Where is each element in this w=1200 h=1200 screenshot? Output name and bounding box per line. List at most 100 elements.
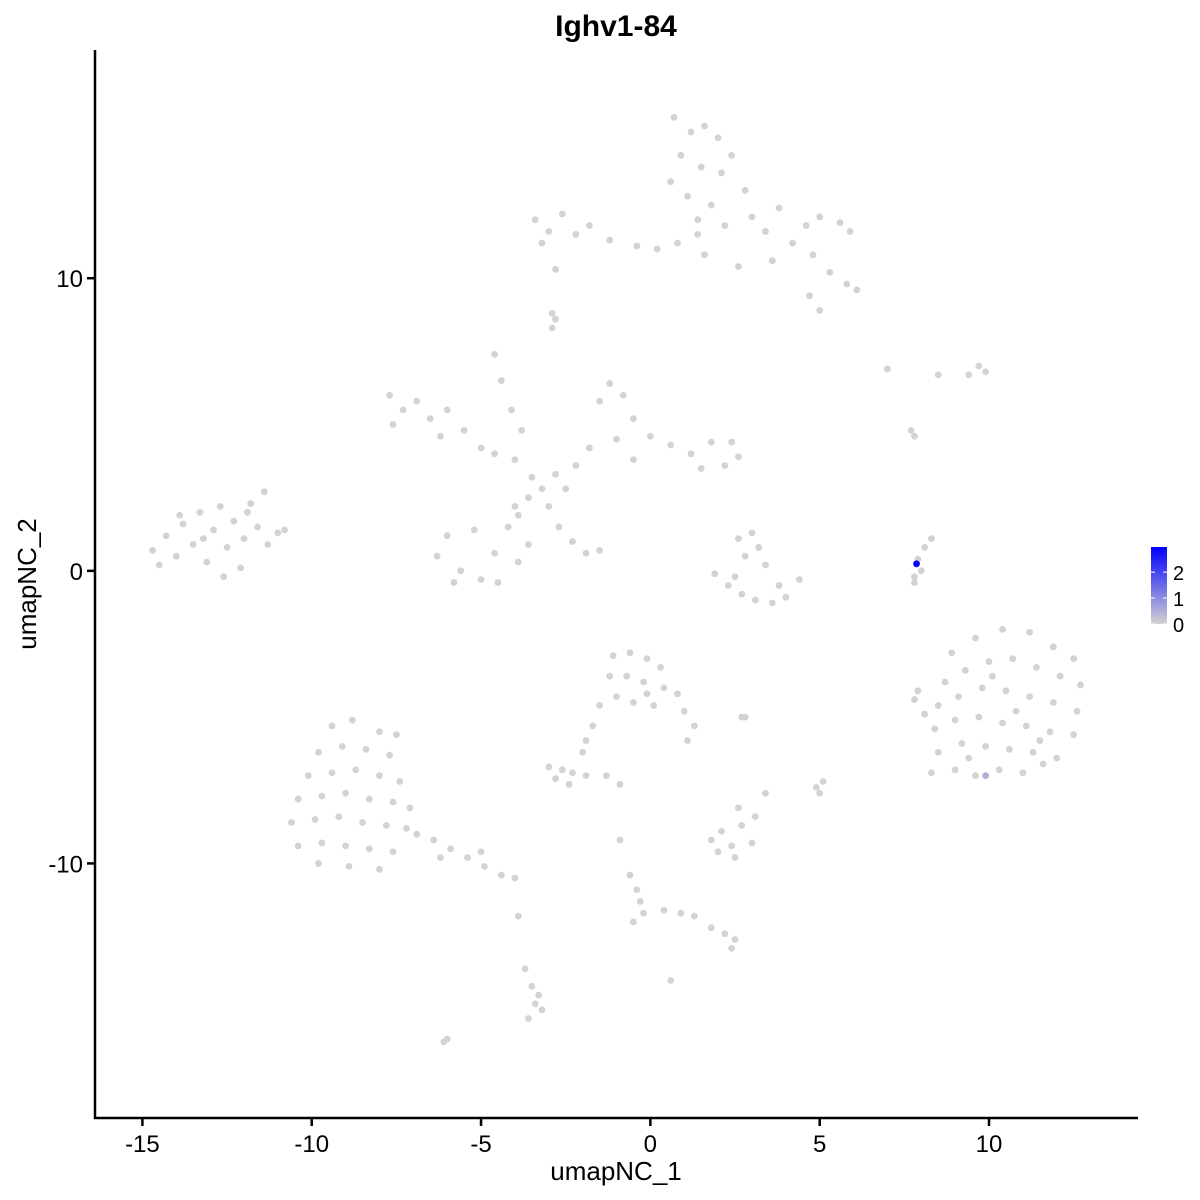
cell-point [731,573,739,581]
cell-point [640,678,647,686]
cell-point [162,532,170,540]
colorbar-tick-label: 2 [1173,563,1184,585]
cell-point [982,368,990,376]
cell-point [630,456,637,464]
cell-point [525,1015,532,1022]
cell-point [606,380,614,387]
cell-point [707,438,715,446]
cell-point [586,222,593,229]
cell-point [433,552,441,560]
cell-point [230,517,238,525]
cell-point [386,391,394,399]
cell-point [582,737,590,744]
cell-point [626,871,634,879]
cell-point [948,649,956,657]
cell-point [210,526,217,534]
cell-point [596,546,603,554]
cell-point [731,854,739,861]
cell-point [399,406,407,414]
cell-point [328,722,336,730]
cell-point [636,898,644,905]
cell-point [538,1006,546,1014]
cell-point [728,944,736,952]
cell-point [1022,722,1030,730]
cell-point [569,769,576,777]
cell-point [978,684,986,692]
cell-point [812,783,820,791]
cell-point [660,906,668,914]
x-ticks: -15 -10 -5 0 5 10 [125,1118,1002,1158]
cell-point [203,558,211,566]
cell-point [928,769,935,777]
cell-point [1049,699,1057,706]
cell-point [389,798,397,806]
cell-point [911,696,918,703]
cell-point [508,406,515,414]
cell-point [643,690,651,698]
cell-point [961,666,969,674]
cell-point [548,324,556,332]
cell-point [972,634,979,642]
cell-point [389,848,397,856]
cell-point [633,242,641,250]
cell-point [589,722,597,730]
cell-point [853,286,861,294]
cell-point [741,552,749,560]
colorbar-legend: 0 1 2 [1151,547,1184,637]
cell-point [531,1000,539,1008]
cell-point [538,239,546,247]
cell-point [633,886,641,894]
x-tick-label: -5 [470,1131,491,1158]
cell-point [995,766,1003,774]
cell-point [552,470,559,478]
cell-point [775,204,783,212]
cell-point [376,772,383,780]
chart-title: Ighv1-84 [555,10,677,43]
cell-point [921,544,929,551]
cell-point [477,576,485,584]
cell-point [921,710,929,718]
x-tick-label: 0 [644,1131,657,1158]
cell-point [934,371,942,379]
cell-point [677,909,685,917]
cell-point [494,579,502,586]
cell-point [735,535,742,543]
cell-point [359,819,366,826]
cell-point [376,865,383,873]
cell-point [247,500,255,507]
cell-point [609,652,617,660]
cell-point [731,936,739,943]
cell-point [406,804,414,812]
cell-point [975,362,983,370]
cell-point [816,213,824,221]
cell-point [179,520,187,528]
cell-point [545,763,553,771]
cell-point [999,719,1006,727]
cell-point [274,529,282,537]
cell-point [721,462,729,469]
cell-point [548,309,556,317]
cell-point [988,672,996,680]
cell-point [819,778,827,785]
cell-point [362,745,370,753]
cell-point [670,113,678,121]
cell-point [172,552,180,560]
cell-point [724,582,732,589]
cell-point [176,511,184,519]
cell-point [450,579,458,586]
cell-point [735,263,742,270]
cell-point [911,573,918,581]
cell-point [680,707,688,715]
cell-point [707,201,715,209]
cell-point [667,178,675,186]
cell-point [538,485,546,493]
cell-point [721,930,729,938]
cell-point [735,453,742,461]
cell-point [917,567,925,575]
cell-point [338,742,346,750]
cell-point [260,488,268,496]
cell-point [189,541,197,548]
cell-point [552,266,559,273]
cell-point [660,684,668,692]
cell-point [514,511,522,519]
